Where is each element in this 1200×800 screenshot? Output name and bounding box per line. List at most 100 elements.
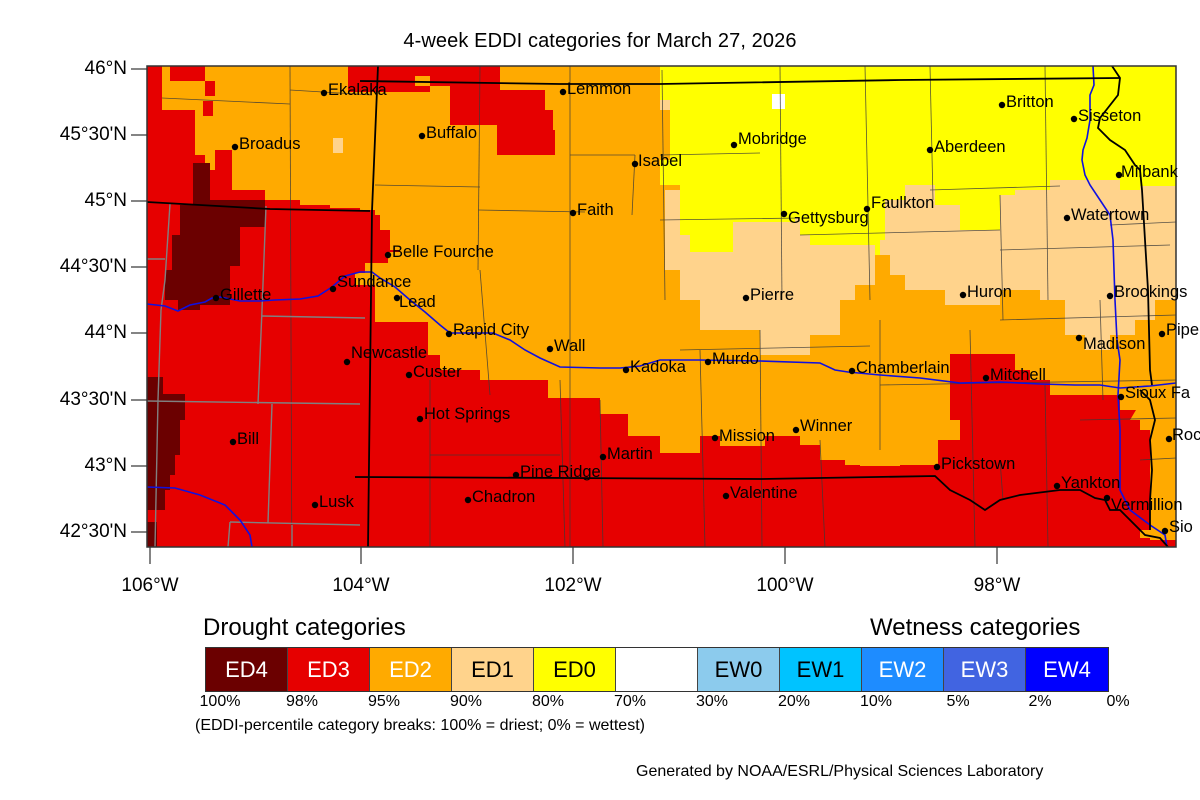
city-label: Isabel: [638, 152, 683, 170]
city-label: Sioux Fa: [1125, 384, 1191, 402]
city-label: Milbank: [1121, 163, 1178, 181]
city-label: Mitchell: [990, 366, 1046, 384]
legend-colorbar: ED4 ED3 ED2 ED1 ED0 EW0 EW1 EW2 EW3 EW4: [205, 647, 1109, 692]
state-borders: [147, 66, 1169, 547]
city-label: Newcastle: [351, 344, 428, 362]
legend-break: 5%: [946, 693, 970, 710]
city-label: Faith: [577, 201, 614, 219]
city-label: Roc: [1172, 426, 1200, 444]
legend-break: 80%: [531, 693, 565, 710]
city-label: Custer: [413, 363, 462, 381]
legend-swatch-ed4: ED4: [206, 648, 288, 691]
legend-label: ED2: [389, 656, 432, 682]
city-label: Pickstown: [941, 455, 1016, 473]
legend-break: 70%: [613, 693, 647, 710]
legend-break: 2%: [1028, 693, 1052, 710]
legend-label: ED4: [225, 656, 268, 682]
map-frame: [146, 65, 1177, 548]
legend-label: EW3: [960, 656, 1009, 682]
city-label: Madison: [1083, 335, 1146, 353]
lat-label-43-30n: 43°30'N: [59, 389, 127, 410]
county-borders: [161, 66, 1176, 547]
legend-break: 30%: [695, 693, 729, 710]
legend-break: 100%: [199, 693, 241, 710]
lat-label-44-30n: 44°30'N: [59, 256, 127, 277]
city-label: Sisseton: [1078, 107, 1142, 125]
city-label: Broadus: [239, 135, 301, 153]
lon-label-98w: 98°W: [973, 575, 1021, 596]
legend-label: EW1: [796, 656, 845, 682]
city-label: Vermillion: [1111, 496, 1183, 514]
city-label: Murdo: [712, 350, 759, 368]
city-label: Kadoka: [630, 358, 686, 376]
lon-label-100w: 100°W: [756, 575, 814, 596]
legend-break: 10%: [859, 693, 893, 710]
lon-label-104w: 104°W: [332, 575, 390, 596]
city-label: Bill: [237, 430, 260, 448]
credit-line: Generated by NOAA/ESRL/Physical Sciences…: [636, 763, 1044, 780]
region-ed0: [660, 66, 1176, 255]
city-label: Aberdeen: [934, 138, 1006, 156]
city-label: Martin: [607, 445, 653, 463]
city-dots: [212, 88, 1173, 535]
city-label: Mission: [719, 427, 775, 445]
legend-swatch-neutral: [616, 648, 698, 691]
legend-break: 20%: [777, 693, 811, 710]
wetness-legend-heading: Wetness categories: [870, 614, 1081, 641]
legend-swatch-ed0: ED0: [534, 648, 616, 691]
lat-ticks: [131, 68, 147, 533]
legend-break: 0%: [1106, 693, 1130, 710]
lon-label-102w: 102°W: [544, 575, 602, 596]
category-fill-layer: [147, 66, 1176, 547]
city-label: Winner: [800, 417, 853, 435]
city-label: Sundance: [337, 273, 412, 291]
city-label: Yankton: [1061, 474, 1121, 492]
lat-label-44n: 44°N: [84, 322, 127, 343]
legend-label: ED0: [553, 656, 596, 682]
drought-legend-heading: Drought categories: [203, 614, 406, 641]
lat-label-42-30n: 42°30'N: [59, 521, 127, 542]
city-label: Gillette: [220, 286, 272, 304]
city-label: Britton: [1006, 93, 1054, 111]
legend-label: ED1: [471, 656, 514, 682]
city-label: Pipe: [1166, 321, 1200, 339]
city-label: Belle Fourche: [392, 243, 494, 261]
legend-break: 98%: [285, 693, 319, 710]
legend-label: ED3: [307, 656, 350, 682]
lon-label-106w: 106°W: [121, 575, 179, 596]
city-label: Faulkton: [871, 194, 935, 212]
city-label: Hot Springs: [424, 405, 511, 423]
legend-swatch-ed3: ED3: [288, 648, 370, 691]
city-label: Ekalaka: [328, 81, 387, 99]
region-ed3-top2: [440, 66, 553, 155]
legend-label: EW2: [878, 656, 927, 682]
lat-label-43n: 43°N: [84, 455, 127, 476]
city-label: Sio: [1169, 518, 1193, 536]
city-label: Buffalo: [426, 124, 478, 142]
city-label: Chadron: [472, 488, 536, 506]
city-label: Lemmon: [567, 80, 632, 98]
city-label: Rapid City: [453, 321, 530, 339]
city-label: Gettysburg: [788, 209, 869, 227]
region-ed4-north: [165, 163, 265, 310]
lat-label-45-30n: 45°30'N: [59, 124, 127, 145]
region-ed2-southeast-band: [1130, 395, 1176, 540]
region-ed3-nw: [147, 66, 205, 180]
legend-swatch-ed1: ED1: [452, 648, 534, 691]
city-label: Lusk: [319, 493, 354, 511]
city-label: Brookings: [1114, 283, 1188, 301]
city-label: Pine Ridge: [520, 463, 601, 481]
region-ed3-nw2: [170, 66, 215, 96]
city-label: Huron: [967, 283, 1012, 301]
legend-swatch-ew4: EW4: [1026, 648, 1108, 691]
city-label: Pierre: [750, 286, 795, 304]
city-label: Mobridge: [738, 130, 807, 148]
rivers: [147, 66, 1176, 547]
lon-ticks: [149, 547, 998, 564]
legend-label: EW4: [1043, 656, 1091, 682]
legend-note: (EDDI-percentile category breaks: 100% =…: [195, 717, 645, 734]
legend-swatch-ed2: ED2: [370, 648, 452, 691]
wy-county-borders: [147, 203, 366, 547]
city-label: Chamberlain: [856, 359, 950, 377]
